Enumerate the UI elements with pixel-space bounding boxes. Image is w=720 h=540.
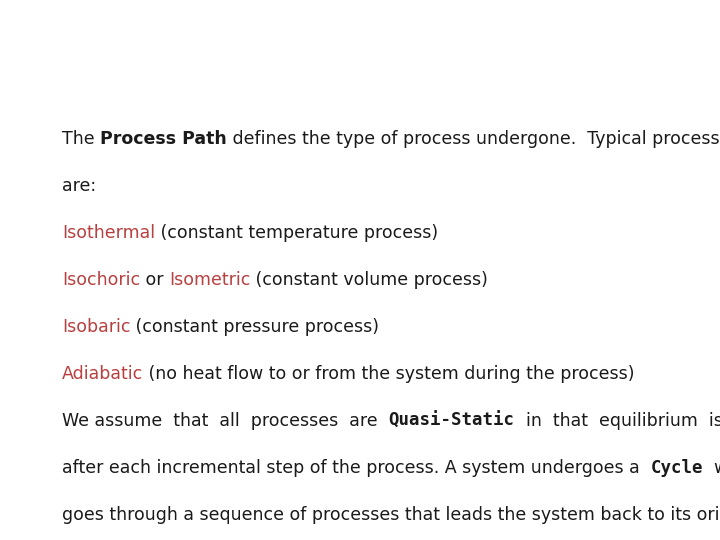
Text: after each incremental step of the process. A system undergoes a: after each incremental step of the proce…: [62, 459, 651, 477]
Text: (constant pressure process): (constant pressure process): [130, 318, 379, 336]
Text: in  that  equilibrium  is  attained: in that equilibrium is attained: [515, 412, 720, 430]
Text: The: The: [62, 130, 100, 148]
Text: (no heat flow to or from the system during the process): (no heat flow to or from the system duri…: [143, 365, 635, 383]
Text: Process Path: Process Path: [100, 130, 227, 148]
Text: Quasi-Static: Quasi-Static: [389, 412, 515, 430]
Text: or: or: [140, 271, 169, 289]
Text: when  it: when it: [703, 459, 720, 477]
Text: Isobaric: Isobaric: [62, 318, 130, 336]
Text: defines the type of process undergone.  Typical process paths: defines the type of process undergone. T…: [227, 130, 720, 148]
Text: We assume  that  all  processes  are: We assume that all processes are: [62, 412, 389, 430]
Text: goes through a sequence of processes that leads the system back to its original: goes through a sequence of processes tha…: [62, 506, 720, 524]
Text: Isothermal: Isothermal: [62, 224, 155, 242]
Text: (constant temperature process): (constant temperature process): [155, 224, 438, 242]
Text: Isometric: Isometric: [169, 271, 251, 289]
Text: Adiabatic: Adiabatic: [62, 365, 143, 383]
Text: are:: are:: [62, 177, 96, 195]
Text: Isochoric: Isochoric: [62, 271, 140, 289]
Text: (constant volume process): (constant volume process): [251, 271, 488, 289]
Text: Cycle: Cycle: [651, 459, 703, 477]
